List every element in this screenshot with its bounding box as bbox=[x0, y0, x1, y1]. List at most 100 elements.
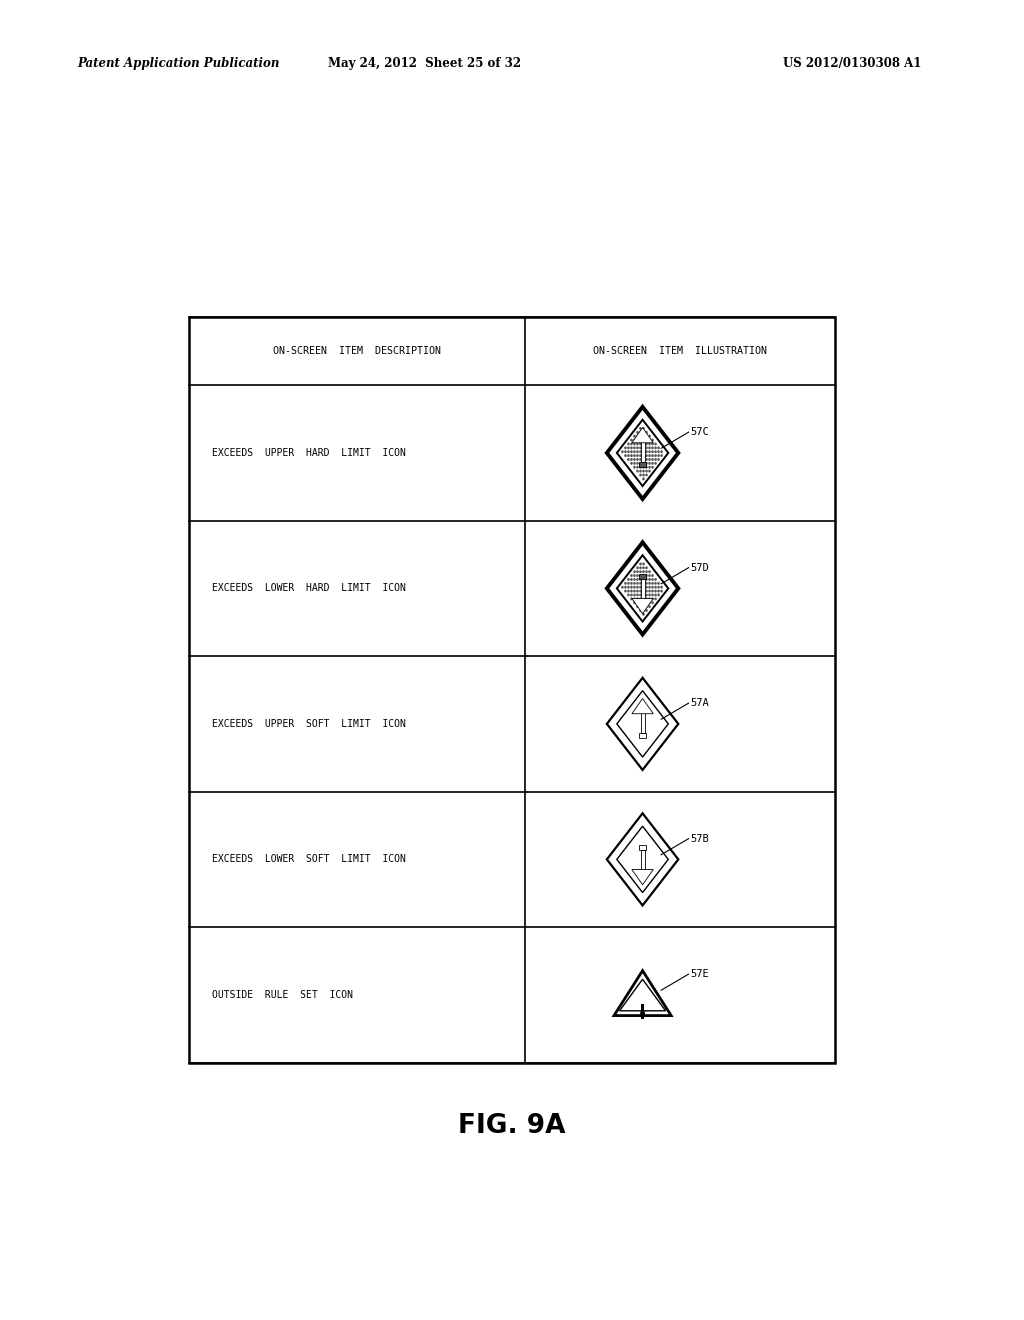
Circle shape bbox=[643, 436, 644, 437]
Circle shape bbox=[631, 598, 632, 599]
Circle shape bbox=[652, 578, 653, 581]
Circle shape bbox=[652, 455, 653, 457]
Circle shape bbox=[646, 594, 647, 595]
Circle shape bbox=[652, 582, 653, 583]
Circle shape bbox=[649, 594, 650, 595]
Circle shape bbox=[655, 594, 656, 595]
Circle shape bbox=[646, 574, 647, 577]
Circle shape bbox=[643, 432, 644, 433]
Circle shape bbox=[631, 574, 632, 577]
Bar bbox=[641, 438, 645, 462]
Circle shape bbox=[655, 459, 656, 461]
Circle shape bbox=[631, 586, 632, 587]
Text: EXCEEDS  LOWER  HARD  LIMIT  ICON: EXCEEDS LOWER HARD LIMIT ICON bbox=[212, 583, 406, 594]
Circle shape bbox=[658, 455, 659, 457]
Circle shape bbox=[643, 590, 644, 591]
Circle shape bbox=[646, 572, 647, 573]
Circle shape bbox=[640, 459, 641, 461]
Circle shape bbox=[643, 574, 644, 577]
Circle shape bbox=[660, 586, 663, 587]
Circle shape bbox=[637, 602, 638, 603]
Circle shape bbox=[640, 470, 641, 471]
Circle shape bbox=[628, 594, 629, 595]
Circle shape bbox=[643, 466, 644, 469]
Circle shape bbox=[655, 582, 656, 583]
Circle shape bbox=[625, 455, 626, 457]
Circle shape bbox=[643, 428, 644, 429]
Circle shape bbox=[625, 447, 626, 449]
Circle shape bbox=[634, 466, 635, 469]
Circle shape bbox=[640, 602, 641, 603]
Circle shape bbox=[640, 462, 641, 465]
Circle shape bbox=[625, 582, 626, 583]
Text: US 2012/0130308 A1: US 2012/0130308 A1 bbox=[783, 57, 922, 70]
Circle shape bbox=[655, 462, 656, 465]
Circle shape bbox=[640, 572, 641, 573]
Circle shape bbox=[637, 582, 638, 583]
Circle shape bbox=[641, 1011, 644, 1015]
Circle shape bbox=[640, 594, 641, 595]
Circle shape bbox=[643, 462, 644, 465]
Text: 57D: 57D bbox=[690, 562, 710, 573]
Circle shape bbox=[634, 598, 635, 599]
Circle shape bbox=[637, 451, 638, 453]
Bar bbox=[641, 578, 645, 603]
Circle shape bbox=[634, 572, 635, 573]
Circle shape bbox=[631, 440, 632, 441]
Circle shape bbox=[643, 572, 644, 573]
Circle shape bbox=[640, 432, 641, 433]
Text: 57C: 57C bbox=[690, 428, 710, 437]
Circle shape bbox=[646, 447, 647, 449]
Circle shape bbox=[637, 444, 638, 445]
Circle shape bbox=[660, 451, 663, 453]
Polygon shape bbox=[607, 677, 678, 770]
Circle shape bbox=[649, 447, 650, 449]
Circle shape bbox=[643, 474, 644, 475]
Circle shape bbox=[637, 447, 638, 449]
Bar bbox=[639, 574, 646, 578]
Circle shape bbox=[652, 440, 653, 441]
Circle shape bbox=[625, 586, 626, 587]
Circle shape bbox=[646, 598, 647, 599]
Circle shape bbox=[637, 572, 638, 573]
Circle shape bbox=[655, 578, 656, 581]
Circle shape bbox=[637, 598, 638, 599]
Circle shape bbox=[649, 444, 650, 445]
Circle shape bbox=[643, 614, 644, 615]
Circle shape bbox=[643, 602, 644, 603]
Circle shape bbox=[637, 470, 638, 471]
Circle shape bbox=[658, 590, 659, 591]
Circle shape bbox=[640, 564, 641, 565]
Bar bbox=[641, 1003, 644, 1019]
Circle shape bbox=[631, 578, 632, 581]
Circle shape bbox=[634, 574, 635, 577]
Circle shape bbox=[643, 582, 644, 583]
Circle shape bbox=[646, 462, 647, 465]
Circle shape bbox=[658, 582, 659, 583]
Circle shape bbox=[628, 455, 629, 457]
Circle shape bbox=[649, 470, 650, 471]
Circle shape bbox=[628, 586, 629, 587]
Text: Patent Application Publication: Patent Application Publication bbox=[77, 57, 280, 70]
Circle shape bbox=[628, 444, 629, 445]
Circle shape bbox=[646, 459, 647, 461]
Circle shape bbox=[652, 598, 653, 599]
Circle shape bbox=[628, 590, 629, 591]
Polygon shape bbox=[607, 543, 678, 635]
Polygon shape bbox=[632, 428, 653, 442]
Circle shape bbox=[649, 451, 650, 453]
Text: ON-SCREEN  ITEM  DESCRIPTION: ON-SCREEN ITEM DESCRIPTION bbox=[273, 346, 441, 356]
Circle shape bbox=[649, 598, 650, 599]
Circle shape bbox=[634, 459, 635, 461]
Circle shape bbox=[655, 444, 656, 445]
Circle shape bbox=[646, 436, 647, 437]
Circle shape bbox=[646, 474, 647, 475]
Circle shape bbox=[640, 582, 641, 583]
Circle shape bbox=[655, 586, 656, 587]
Circle shape bbox=[643, 598, 644, 599]
Circle shape bbox=[649, 582, 650, 583]
Circle shape bbox=[628, 451, 629, 453]
Circle shape bbox=[637, 590, 638, 591]
Circle shape bbox=[622, 586, 623, 587]
Circle shape bbox=[643, 564, 644, 565]
